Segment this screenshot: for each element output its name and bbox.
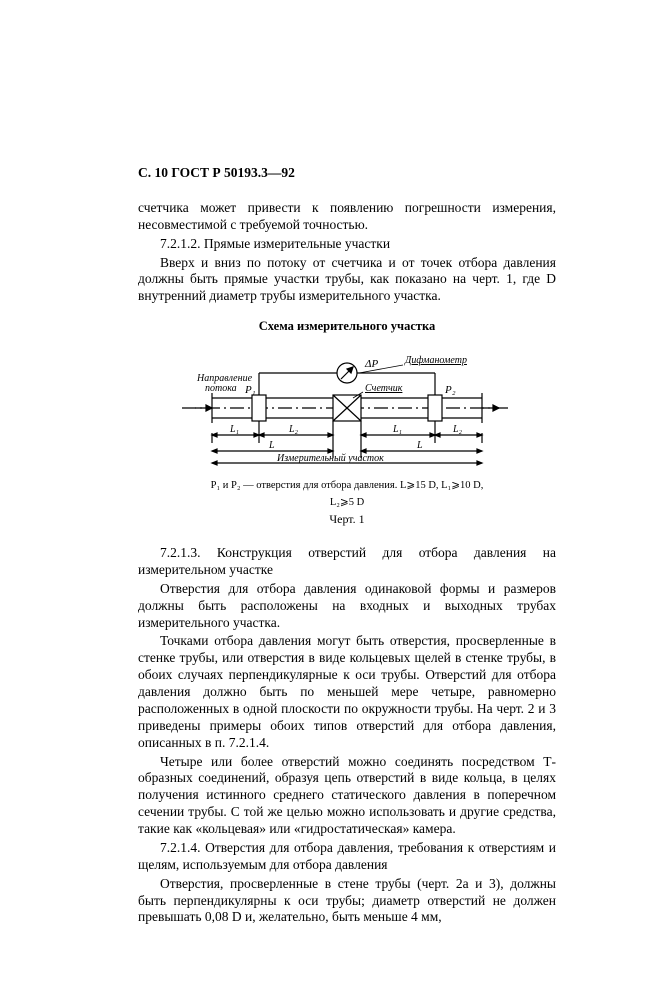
label-p2: P₂ — [444, 384, 456, 396]
dim-l-right: L — [416, 440, 423, 451]
para-4a: Отверстия, просверленные в стене трубы (… — [138, 876, 556, 927]
dim-l1-right: L₁ — [392, 424, 402, 435]
dim-l1-left: L₁ — [229, 424, 239, 435]
page-header: С. 10 ГОСТ Р 50193.3—92 — [138, 165, 556, 182]
label-diffman: Дифманометр — [404, 355, 467, 366]
para-3-head: 7.2.1.3. Конструкция отверстий для отбор… — [138, 545, 556, 579]
para-3c: Четыре или более отверстий можно соединя… — [138, 754, 556, 838]
para-2-body: Вверх и вниз по потоку от счетчика и от … — [138, 255, 556, 306]
dim-l-left: L — [268, 440, 275, 451]
label-dp: ΔP — [364, 358, 378, 370]
label-p1: P₁ — [244, 384, 256, 396]
para-4-head: 7.2.1.4. Отверстия для отбора давления, … — [138, 840, 556, 874]
para-3b: Точками отбора давления могут быть отвер… — [138, 633, 556, 751]
figure-caption-1: P₁ и P₂ — отверстия для отбора давления.… — [138, 479, 556, 493]
dim-l2-left: L₂ — [288, 424, 299, 435]
figure-caption-2: L₂⩾5 D — [138, 496, 556, 510]
para-2-head: 7.2.1.2. Прямые измерительные участки — [138, 236, 556, 253]
label-flow-2: потока — [205, 383, 237, 394]
para-3a: Отверстия для отбора давления одинаковой… — [138, 581, 556, 632]
label-counter: Счетчик — [365, 383, 403, 394]
figure-number: Черт. 1 — [138, 512, 556, 527]
label-bottom: Измерительный участок — [276, 453, 384, 464]
figure-diagram: Направление потока ΔP Дифманометр Счетчи… — [138, 343, 556, 473]
figure-title: Схема измерительного участка — [138, 319, 556, 335]
para-1: счетчика может привести к появлению погр… — [138, 200, 556, 234]
dim-l2-right: L₂ — [452, 424, 463, 435]
